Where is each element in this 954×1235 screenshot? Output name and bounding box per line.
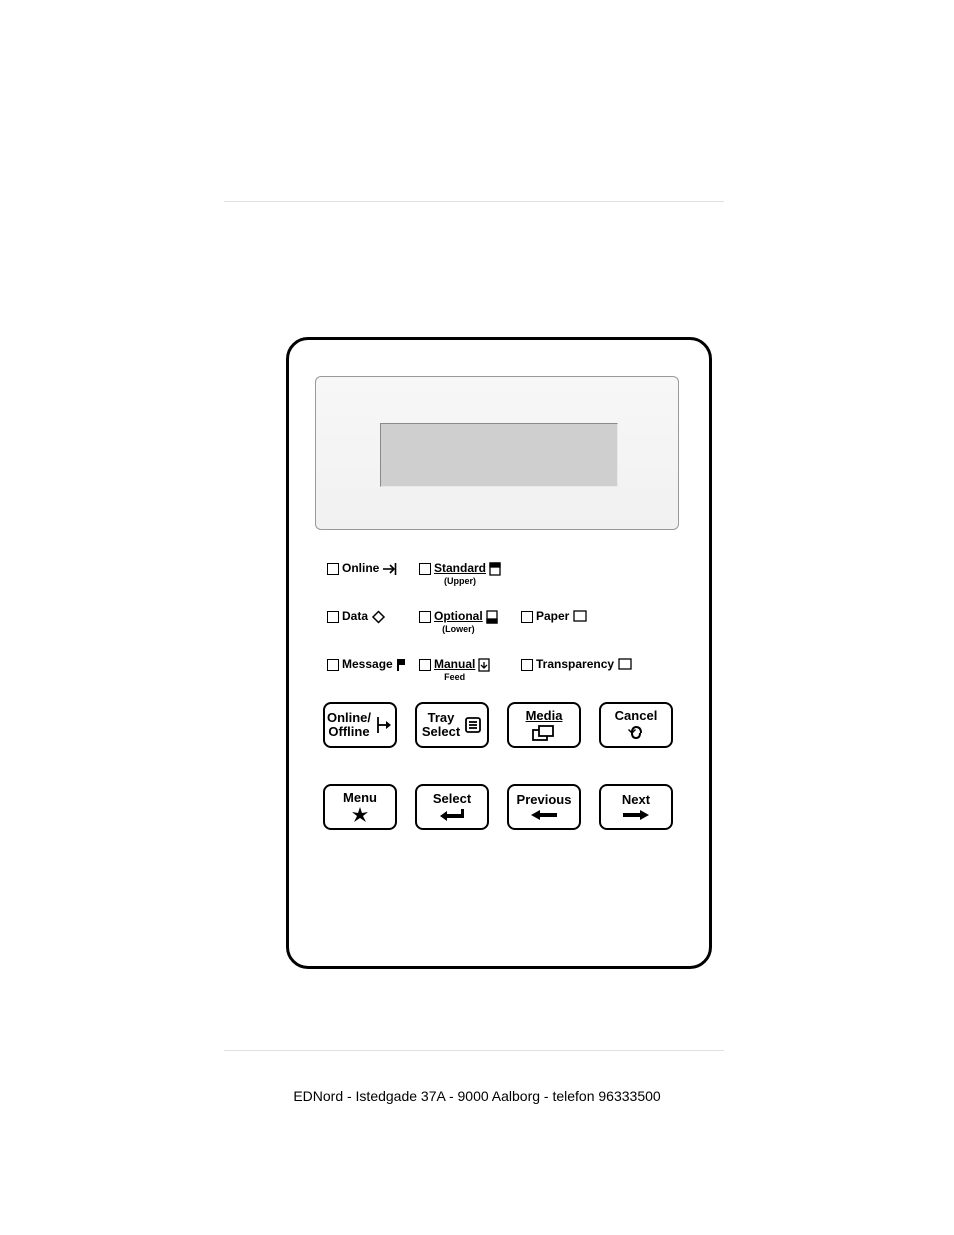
cancel-icon <box>627 725 645 741</box>
led-label-text: Manual <box>434 657 475 671</box>
select-button[interactable]: Select <box>415 784 489 830</box>
led-label: Optional (Lower) <box>434 610 483 636</box>
next-button[interactable]: Next <box>599 784 673 830</box>
menu-button[interactable]: Menu <box>323 784 397 830</box>
led-sublabel: (Lower) <box>434 623 483 636</box>
button-label: Cancel <box>615 709 658 723</box>
led-indicators: Online Standard (Upper) <box>327 562 669 706</box>
led-row-1: Online Standard (Upper) <box>327 562 669 588</box>
tray-select-icon <box>464 716 482 734</box>
led-box-icon <box>419 563 431 575</box>
button-row-2: Menu Select Previous <box>323 784 675 830</box>
led-label: Transparency <box>536 658 614 671</box>
transparency-icon <box>618 658 632 670</box>
led-label: Paper <box>536 610 569 623</box>
led-box-icon <box>419 659 431 671</box>
cancel-button[interactable]: Cancel <box>599 702 673 748</box>
led-label: Message <box>342 658 393 671</box>
led-box-icon <box>521 659 533 671</box>
led-manual: Manual Feed <box>419 658 521 684</box>
led-row-3: Message Manual Feed <box>327 658 669 684</box>
led-row-2: Data Optional (Lower) <box>327 610 669 636</box>
led-box-icon <box>419 611 431 623</box>
led-box-icon <box>327 563 339 575</box>
led-standard: Standard (Upper) <box>419 562 521 588</box>
message-flag-icon <box>396 658 406 672</box>
enter-icon <box>439 808 465 822</box>
led-box-icon <box>327 611 339 623</box>
tray-lower-icon <box>486 610 498 624</box>
button-label: Next <box>622 793 650 807</box>
divider-bottom <box>224 1050 724 1051</box>
button-row-1: Online/ Offline Tray Select Media <box>323 702 675 748</box>
tray-upper-icon <box>489 562 501 576</box>
button-area: Online/ Offline Tray Select Media <box>323 702 675 866</box>
control-panel: Online Standard (Upper) <box>286 337 712 969</box>
led-label: Standard (Upper) <box>434 562 486 588</box>
online-toggle-icon <box>375 715 393 735</box>
led-sublabel: Feed <box>434 671 475 684</box>
page: Online Standard (Upper) <box>0 0 954 1235</box>
star-icon <box>351 807 369 823</box>
button-label: Menu <box>343 791 377 805</box>
button-label: Tray Select <box>422 711 460 739</box>
led-sublabel: (Upper) <box>434 575 486 588</box>
online-offline-button[interactable]: Online/ Offline <box>323 702 397 748</box>
led-message: Message <box>327 658 419 672</box>
button-label: Online/ Offline <box>327 711 371 739</box>
led-data: Data <box>327 610 419 624</box>
led-paper: Paper <box>521 610 669 623</box>
data-diamond-icon <box>371 610 386 624</box>
button-label: Media <box>526 709 563 723</box>
led-box-icon <box>521 611 533 623</box>
led-box-icon <box>327 659 339 671</box>
button-label: Select <box>433 792 471 806</box>
media-icon <box>531 725 557 741</box>
online-arrow-icon <box>382 562 398 576</box>
button-label: Previous <box>517 793 572 807</box>
led-label: Data <box>342 610 368 623</box>
previous-button[interactable]: Previous <box>507 784 581 830</box>
led-label-text: Optional <box>434 609 483 623</box>
arrow-left-icon <box>530 809 558 821</box>
footer-text: EDNord - Istedgade 37A - 9000 Aalborg - … <box>0 1088 954 1104</box>
arrow-right-icon <box>622 809 650 821</box>
led-label: Online <box>342 562 379 575</box>
led-transparency: Transparency <box>521 658 669 671</box>
display-bezel <box>315 376 679 530</box>
led-label-text: Standard <box>434 561 486 575</box>
lcd-display <box>380 423 618 487</box>
led-label: Manual Feed <box>434 658 475 684</box>
paper-icon <box>573 610 587 622</box>
led-optional: Optional (Lower) <box>419 610 521 636</box>
media-button[interactable]: Media <box>507 702 581 748</box>
led-online: Online <box>327 562 419 576</box>
tray-select-button[interactable]: Tray Select <box>415 702 489 748</box>
divider-top <box>224 201 724 202</box>
manual-feed-icon <box>478 658 490 672</box>
